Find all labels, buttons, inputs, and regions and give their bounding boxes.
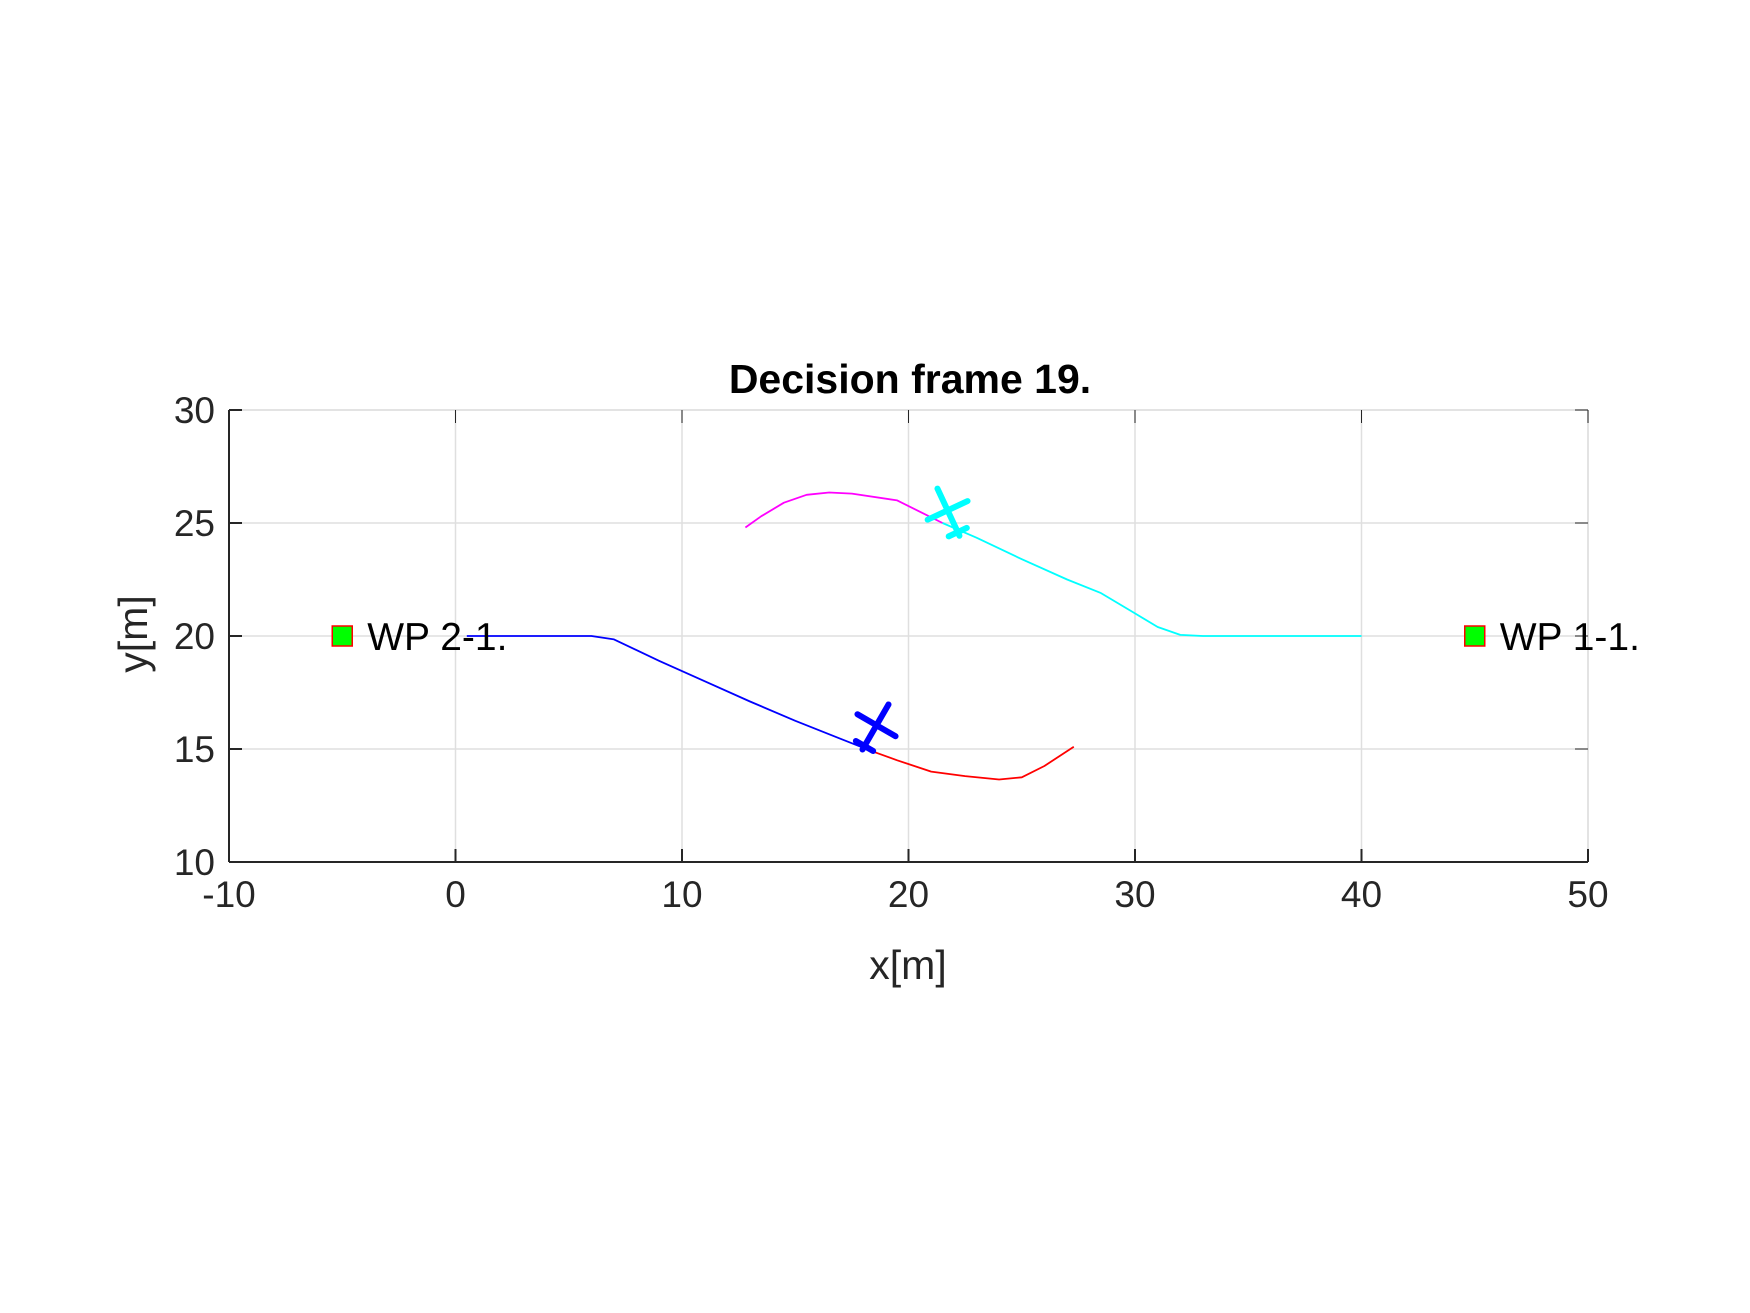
axes-frame [228, 409, 1589, 863]
tick-labels: -10 0 10 20 30 40 50 10 15 20 25 30 [174, 390, 1609, 915]
y-tick-label: 20 [174, 616, 215, 657]
aircraft-tail [852, 738, 877, 755]
aircraft-wings [924, 498, 971, 523]
aircraft-markers [852, 485, 971, 755]
aircraft-icon-1 [852, 701, 899, 755]
trajectory-line-1 [466, 635, 873, 753]
y-tick-label: 10 [174, 842, 215, 883]
y-tick-label: 25 [174, 503, 215, 544]
trajectory-line-3 [744, 491, 943, 529]
aircraft-tail [945, 524, 970, 540]
y-tick-label: 15 [174, 729, 215, 770]
x-tick-label: 0 [445, 874, 466, 915]
chart-title: Decision frame 19. [729, 356, 1091, 402]
waypoint-label-1: WP 2-1. [367, 616, 507, 659]
x-tick-label: 40 [1341, 874, 1382, 915]
aircraft-icon-2 [924, 485, 971, 540]
waypoint-marker-2 [1464, 625, 1486, 647]
waypoint-marker-1 [331, 625, 353, 647]
aircraft-wings [854, 711, 899, 740]
waypoints: WP 2-1. WP 1-1. [331, 616, 1640, 659]
trajectory-line-2 [871, 745, 1075, 781]
y-axis-label: y[m] [110, 595, 156, 672]
waypoint-label-2: WP 1-1. [1500, 616, 1640, 659]
trajectory-line-4 [942, 522, 1362, 637]
y-tick-label: 30 [174, 390, 215, 431]
x-tick-label: 30 [1114, 874, 1155, 915]
x-tick-label: 10 [661, 874, 702, 915]
trajectories [466, 491, 1362, 781]
x-axis-label: x[m] [869, 942, 946, 988]
x-tick-label: 50 [1567, 874, 1608, 915]
x-tick-label: -10 [202, 874, 255, 915]
x-tick-label: 20 [888, 874, 929, 915]
